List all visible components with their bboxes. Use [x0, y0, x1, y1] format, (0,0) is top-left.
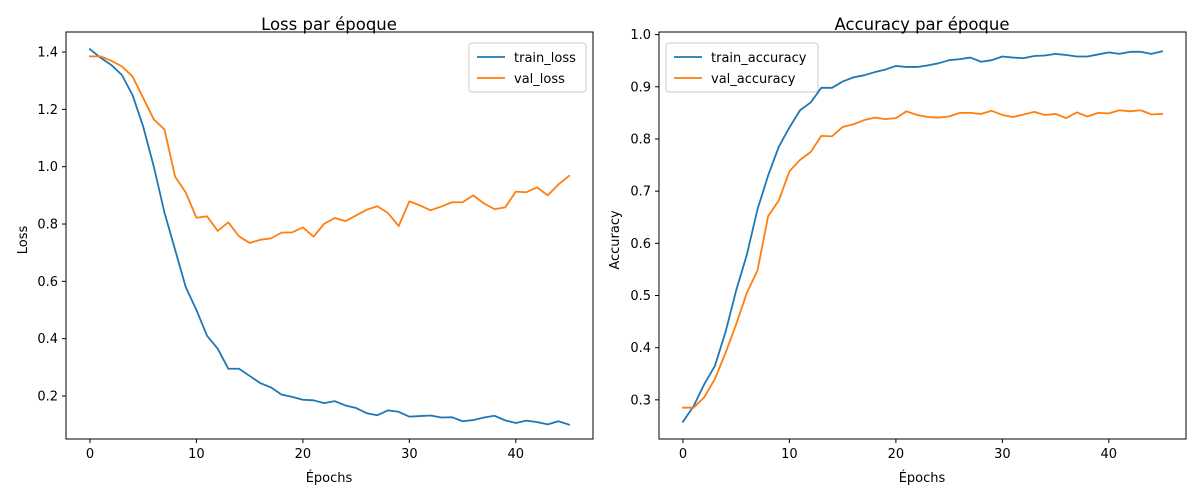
loss-x-tick-label: 40 [508, 447, 525, 462]
accuracy-chart-legend: train_accuracy val_accuracy [665, 42, 819, 93]
accuracy-chart-panel: Accuracy par époque Accuracy Épochs 0 10 2… [608, 15, 1187, 486]
accuracy-chart-title: Accuracy par époque [835, 15, 1010, 34]
loss-legend-label-train: train_loss [514, 51, 576, 66]
loss-x-tick-label: 30 [401, 447, 418, 462]
loss-chart-series [88, 47, 571, 426]
accuracy-x-tick-label: 20 [888, 447, 905, 462]
loss-chart-panel: Loss par époque Loss Épochs 0 10 20 30 40 0.2… [16, 15, 594, 486]
loss-y-tick-label: 0.8 [37, 218, 58, 233]
accuracy-y-tick-label: 0.3 [630, 393, 651, 408]
loss-chart-legend: train_loss val_loss [468, 42, 587, 93]
accuracy-y-tick-label: 0.4 [630, 341, 651, 356]
loss-chart-ticks: 0 10 20 30 40 0.2 0.4 0.6 0.8 1.0 1.2 1.4 [37, 46, 524, 462]
accuracy-chart-ylabel: Accuracy [608, 210, 623, 270]
accuracy-series-line-val-accuracy [682, 109, 1163, 409]
accuracy-x-tick-label: 10 [781, 447, 798, 462]
accuracy-x-tick-label: 30 [994, 447, 1011, 462]
loss-chart-title: Loss par époque [261, 15, 397, 34]
loss-y-tick-label: 1.0 [37, 160, 58, 175]
loss-series-line-val-loss [89, 55, 571, 244]
accuracy-x-tick-label: 40 [1101, 447, 1118, 462]
loss-y-tick-label: 0.2 [37, 390, 58, 405]
accuracy-y-tick-label: 0.8 [630, 132, 651, 147]
accuracy-y-tick-label: 0.6 [630, 237, 651, 252]
loss-chart-ylabel: Loss [16, 226, 31, 255]
loss-legend-box [468, 42, 587, 93]
accuracy-y-tick-label: 0.9 [630, 80, 651, 95]
accuracy-x-tick-label: 0 [679, 447, 687, 462]
loss-y-tick-label: 0.4 [37, 332, 58, 347]
accuracy-chart-xlabel: Épochs [899, 470, 946, 486]
accuracy-y-tick-label: 0.7 [630, 185, 651, 200]
loss-chart-axes-frame [65, 31, 594, 440]
loss-x-tick-label: 0 [86, 447, 94, 462]
accuracy-legend-label-val: val_accuracy [711, 72, 796, 87]
accuracy-chart-series [681, 50, 1164, 424]
loss-y-tick-label: 1.4 [37, 46, 58, 61]
loss-chart-xlabel: Épochs [306, 470, 353, 486]
accuracy-y-tick-label: 0.5 [630, 289, 651, 304]
accuracy-chart-axes-frame [658, 31, 1187, 440]
loss-y-tick-label: 1.2 [37, 103, 58, 118]
loss-y-tick-label: 0.6 [37, 275, 58, 290]
accuracy-legend-box [665, 42, 819, 93]
accuracy-legend-label-train: train_accuracy [711, 51, 807, 66]
accuracy-y-tick-label: 1.0 [630, 28, 651, 43]
accuracy-chart-ticks: 0 10 20 30 40 0.3 0.4 0.5 0.6 0.7 0.8 0.9 1.0 [630, 28, 1117, 462]
loss-x-tick-label: 20 [295, 447, 312, 462]
loss-x-tick-label: 10 [188, 447, 205, 462]
loss-legend-label-val: val_loss [514, 72, 565, 87]
loss-series-line-train-loss [88, 47, 571, 426]
accuracy-series-line-train-accuracy [681, 50, 1164, 424]
